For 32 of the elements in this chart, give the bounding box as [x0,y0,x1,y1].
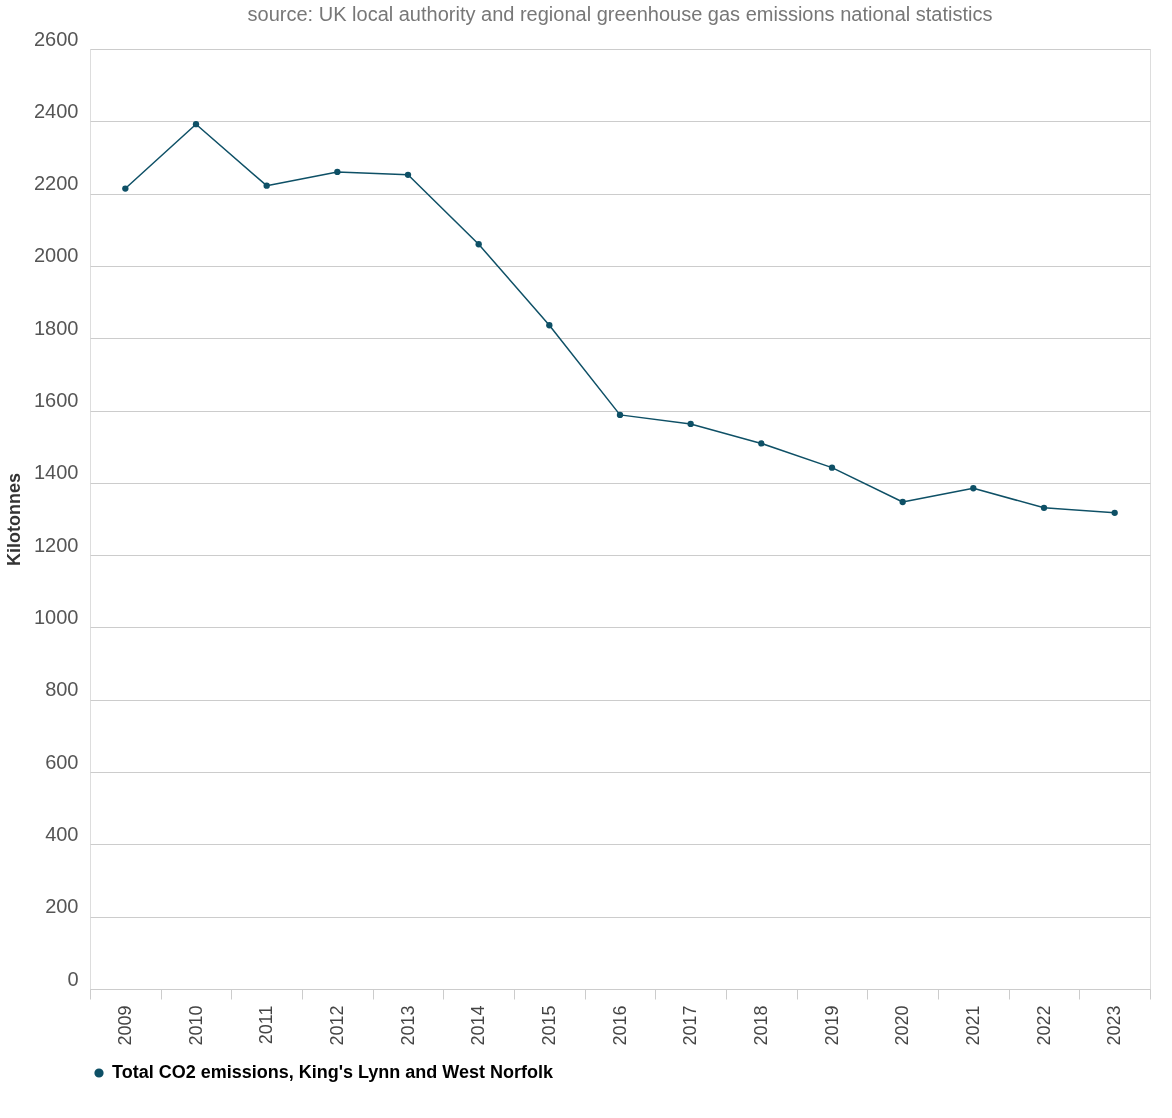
y-tick-label: 2600 [34,27,79,50]
y-tick-label: 1400 [34,461,79,484]
x-tick-label: 2013 [397,1005,418,1046]
x-tick-label: 2012 [326,1005,347,1046]
y-tick-label: 2200 [34,172,79,195]
x-tick-label: 2021 [962,1005,983,1046]
chart-title: source: UK local authority and regional greenhouse gas emissions national statistics [247,3,993,25]
y-tick-label: 1000 [34,605,79,628]
x-tick-label: 2020 [892,1005,913,1046]
x-tick-label: 2015 [538,1005,559,1046]
y-tick-label: 600 [45,750,79,773]
y-tick-label: 800 [45,678,79,701]
y-axis-title: Kilotonnes [4,473,25,566]
x-tick-label: 2010 [185,1005,206,1046]
x-tick-label: 2009 [114,1005,135,1046]
y-tick-label: 0 [67,967,79,990]
x-tick-label: 2011 [256,1005,277,1045]
y-tick-label: 2000 [34,244,79,267]
y-tick-label: 1800 [34,316,79,339]
x-tick-label: 2022 [1033,1005,1054,1046]
x-tick-label: 2017 [680,1005,701,1046]
x-tick-label: 2018 [750,1005,771,1046]
x-tick-label: 2016 [609,1005,630,1046]
y-tick-label: 1600 [34,389,79,412]
x-tick-label: 2023 [1104,1005,1125,1046]
y-tick-label: 1200 [34,533,79,556]
x-tick-label: 2019 [821,1005,842,1046]
y-tick-label: 2400 [34,99,79,122]
legend-label: Total CO2 emissions, King's Lynn and West Norfolk [112,1062,554,1082]
y-tick-label: 200 [45,895,79,918]
y-tick-label: 400 [45,822,79,845]
x-tick-label: 2014 [468,1005,489,1046]
